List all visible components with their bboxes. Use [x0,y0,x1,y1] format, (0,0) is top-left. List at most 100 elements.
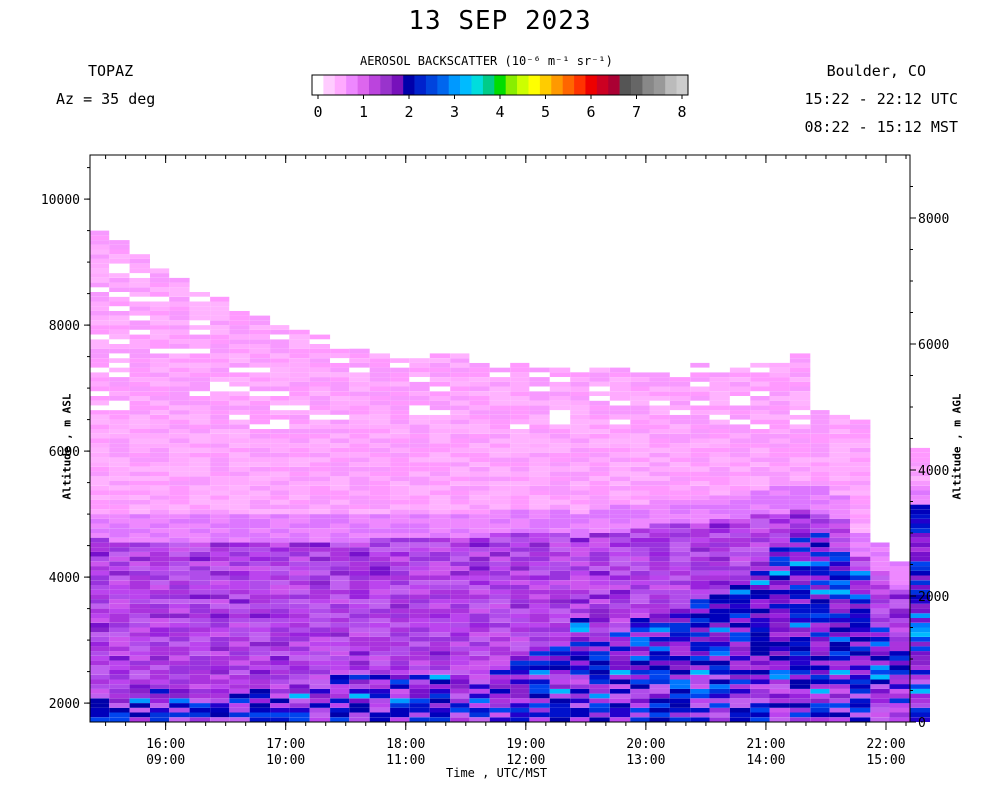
heatmap-cell [169,613,190,618]
heatmap-cell [609,641,631,647]
heatmap-cell [210,655,230,661]
heatmap-cell [709,641,730,647]
heatmap-cell [210,603,230,609]
heatmap-cell [829,551,850,557]
heatmap-cell [729,400,751,406]
heatmap-cell [529,580,550,585]
heatmap-cell [429,518,451,524]
heatmap-cell [850,594,871,600]
heatmap-cell [889,599,910,604]
heatmap-cell [369,684,391,689]
heatmap-cell [330,410,350,415]
heatmap-cell [630,670,650,675]
heatmap-cell [669,547,691,552]
heatmap-cell [870,712,890,718]
heatmap-cell [630,580,650,585]
heatmap-cell [589,688,610,694]
heatmap-cell [690,377,710,382]
heatmap-cell [889,684,910,689]
heatmap-cell [390,381,410,387]
heatmap-cell [630,405,650,411]
heatmap-cell [309,665,331,670]
heatmap-cell [750,490,770,496]
heatmap-cell [369,405,391,411]
heatmap-cell [589,698,610,704]
heatmap-cell [270,344,290,349]
heatmap-cell [429,485,451,491]
heatmap-cell [150,660,170,666]
heatmap-cell [750,377,770,382]
heatmap-cell [850,632,871,637]
heatmap-cell [789,490,811,496]
heatmap-cell [169,353,190,359]
heatmap-cell [469,476,490,481]
heatmap-cell [249,315,271,321]
heatmap-cell [289,698,310,704]
heatmap-cell [129,481,150,486]
heatmap-cell [630,367,650,373]
heatmap-cell [90,296,110,302]
heatmap-cell [789,518,811,524]
heatmap-cell [150,528,170,533]
heatmap-cell [529,665,550,670]
heatmap-cell [390,646,410,652]
heatmap-cell [570,651,590,656]
heatmap-cell [469,632,490,637]
heatmap-cell [469,674,490,680]
heatmap-cell [249,329,271,335]
heatmap-cell [249,405,271,411]
heatmap-cell [330,523,350,529]
heatmap-cell [150,566,170,571]
heatmap-cell [289,566,310,571]
heatmap-cell [549,537,571,543]
heatmap-cell [489,443,511,448]
heatmap-cell [910,693,930,699]
heatmap-cell [369,367,391,373]
heatmap-cell [330,660,350,666]
heatmap-cell [729,670,751,675]
heatmap-cell [109,594,130,600]
heatmap-cell [549,585,571,590]
heatmap-cell [690,665,710,670]
heatmap-cell [829,684,850,689]
heatmap-cell [309,400,331,406]
colorbar-swatch [380,75,393,95]
heatmap-cell [570,499,590,505]
heatmap-cell [769,703,790,708]
heatmap-cell [750,481,770,486]
heatmap-cell [150,637,170,642]
heatmap-cell [249,533,271,538]
heatmap-cell [889,688,910,694]
heatmap-cell [109,244,130,250]
y-tick-label-left: 6000 [49,445,80,460]
heatmap-cell [249,660,271,666]
heatmap-cell [270,712,290,718]
heatmap-cell [349,651,370,656]
heatmap-cell [369,443,391,448]
heatmap-cell [810,547,830,552]
heatmap-cell [309,490,331,496]
heatmap-cell [750,381,770,387]
heatmap-cell [669,712,691,718]
heatmap-cell [690,504,710,510]
heatmap-cell [289,670,310,675]
heatmap-cell [229,542,250,548]
heatmap-cell [210,452,230,458]
heatmap-cell [129,603,150,609]
heatmap-cell [229,405,250,411]
heatmap-cell [109,287,130,292]
heatmap-cell [210,471,230,477]
heatmap-cell [210,651,230,656]
heatmap-cell [609,670,631,675]
heatmap-cell [129,339,150,344]
heatmap-cell [369,495,391,500]
heatmap-cell [289,637,310,642]
heatmap-cell [589,528,610,533]
heatmap-cell [129,301,150,307]
heatmap-cell [169,490,190,496]
heatmap-cell [270,688,290,694]
heatmap-cell [570,594,590,600]
heatmap-cell [330,608,350,614]
heatmap-cell [210,542,230,548]
heatmap-cell [189,386,210,392]
